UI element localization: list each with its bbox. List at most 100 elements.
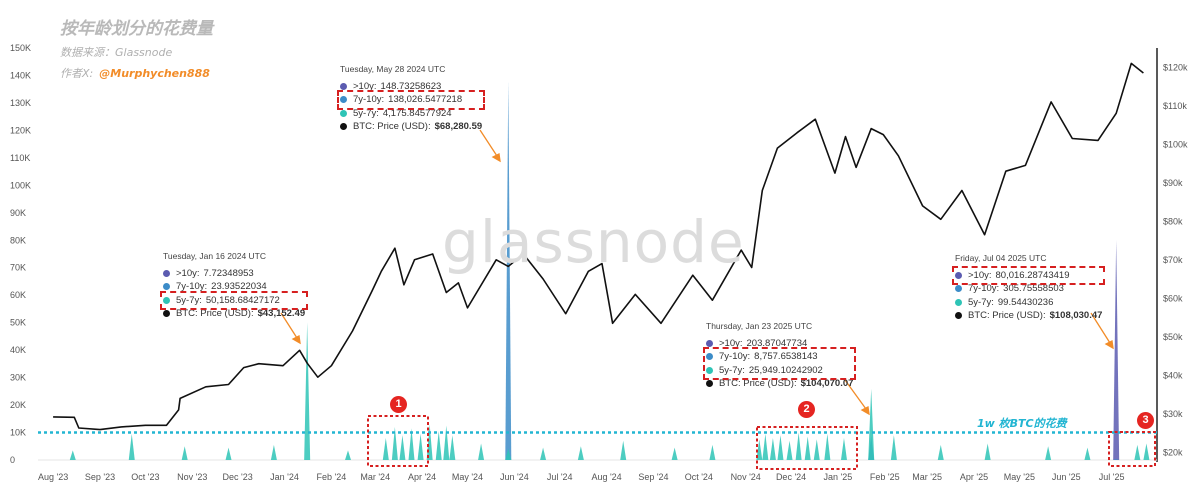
row-value: 305.75558503 — [1003, 283, 1064, 294]
right-axis-ticks: $20k $30k $40k $50k $60k $70k $80k $90k $100k $11… — [1163, 62, 1188, 457]
annotation-row: >10y: 7.72348953 — [163, 267, 305, 281]
row-label: >10y: — [176, 267, 200, 279]
annotation-row: >10y: 148.73258623 — [340, 80, 482, 94]
annotation-row-highlighted: 5y-7y: 50,158.68427172 — [159, 290, 309, 310]
spend-spike — [128, 433, 135, 460]
spend-spike — [417, 433, 424, 460]
annotation-row: 7y-10y: 305.75558503 — [955, 282, 1102, 296]
x-tick-label: May '25 — [1004, 472, 1035, 482]
annotation-date: Tuesday, Jan 16 2024 UTC — [163, 251, 267, 261]
left-tick-label: 110K — [10, 153, 30, 163]
legend-dot — [706, 353, 713, 361]
x-axis-ticks: Aug '23 Sep '23 Oct '23 Nov '23 Dec '23 Jan '… — [38, 472, 1125, 482]
spend-spike — [69, 450, 76, 460]
row-value: 80,016.28743419 — [995, 269, 1070, 281]
spend-spike — [1134, 444, 1141, 460]
row-value: 23.93522034 — [211, 281, 267, 292]
row-label: 7y-10y: — [353, 94, 385, 105]
annotation-row: 5y-7y: 25,949.10242902 — [706, 364, 853, 378]
arrow-3-head — [860, 406, 870, 416]
x-tick-label: Feb '24 — [316, 472, 346, 482]
spend-spike — [270, 444, 277, 460]
spend-spike — [478, 443, 485, 460]
legend-dot — [706, 339, 713, 347]
price-line — [53, 62, 1144, 431]
legend-dot — [163, 269, 170, 277]
right-tick-label: $100k — [1163, 139, 1188, 149]
left-tick-label: 120K — [10, 125, 31, 135]
right-tick-label: $50k — [1163, 332, 1183, 342]
author-handle[interactable]: @Murphychen888 — [99, 67, 210, 80]
price-label: BTC: Price (USD): — [353, 121, 431, 132]
spend-spike — [304, 322, 311, 460]
spend-spike — [777, 435, 784, 460]
right-tick-label: $110k — [1163, 101, 1187, 111]
annotation-row: 5y-7y: 99.54430236 — [955, 296, 1102, 310]
legend-dot — [955, 285, 962, 293]
legend-dot — [340, 109, 347, 117]
spend-spike — [1113, 240, 1120, 460]
legend-dot — [163, 296, 170, 304]
spend-spike — [540, 447, 547, 460]
left-tick-label: 90K — [10, 208, 26, 218]
left-tick-label: 80K — [10, 235, 26, 245]
highlight-boxes — [367, 415, 1156, 470]
arrow-1 — [280, 312, 298, 339]
spend-spike — [813, 439, 820, 460]
annotation-price-row: BTC: Price (USD): $108,030.47 — [955, 309, 1102, 323]
legend-dot — [706, 380, 713, 388]
annotation-row-highlighted: 7y-10y: 138,026.5477218 — [336, 90, 486, 110]
left-tick-label: 50K — [10, 318, 26, 328]
row-value: 8,757.6538143 — [754, 351, 818, 362]
price-label: BTC: Price (USD): — [968, 310, 1046, 321]
arrow-2-head — [491, 153, 501, 163]
data-source: 数据来源：Glassnode — [60, 46, 173, 59]
right-tick-label: $120k — [1163, 62, 1188, 72]
x-tick-label: Jan '24 — [270, 472, 299, 482]
spend-spike — [840, 438, 847, 460]
annotation-price-row: BTC: Price (USD): $68,280.59 — [340, 120, 482, 134]
price-value: $108,030.47 — [1049, 310, 1103, 321]
right-tick-label: $40k — [1163, 370, 1183, 380]
spend-spike — [435, 431, 442, 460]
spend-spike — [824, 433, 831, 460]
highlight-box-3 — [1108, 431, 1156, 467]
right-tick-label: $70k — [1163, 255, 1183, 265]
row-value: 50,158.68427172 — [205, 294, 280, 306]
legend-dot — [340, 82, 347, 90]
arrow-3 — [844, 379, 867, 410]
left-tick-label: 40K — [10, 345, 26, 355]
x-tick-label: Aug '24 — [591, 472, 621, 482]
x-tick-label: Apr '25 — [960, 472, 988, 482]
author-prefix: 作者X: — [60, 67, 94, 80]
spend-spike — [443, 425, 450, 460]
row-value: 138,026.5477218 — [388, 94, 463, 105]
arrow-4 — [1090, 312, 1111, 344]
spend-spike — [391, 427, 398, 460]
left-tick-label: 20K — [10, 400, 26, 410]
annotation-jan-2024: Tuesday, Jan 16 2024 UTC >10y: 7.72348953… — [159, 250, 309, 321]
x-tick-label: Mar '24 — [360, 472, 390, 482]
spend-spike — [1113, 459, 1120, 460]
left-tick-label: 0 — [10, 455, 15, 465]
price-label: BTC: Price (USD): — [176, 308, 254, 319]
legend-dot — [955, 298, 962, 306]
annotation-rows-highlighted: 7y-10y: 8,757.6538143 5y-7y: 25,949.102429… — [702, 347, 857, 380]
spend-spike — [769, 438, 776, 460]
row-value: 7.72348953 — [203, 267, 254, 279]
spend-spike — [671, 447, 678, 460]
spend-spike — [577, 446, 584, 460]
legend-dot — [955, 312, 962, 320]
annotation-jan-2025: Thursday, Jan 23 2025 UTC >10y: 203.87047… — [702, 320, 857, 391]
row-value: 99.54430236 — [997, 296, 1054, 308]
badge-3: 3 — [1137, 412, 1154, 429]
x-tick-label: May '24 — [452, 472, 483, 482]
arrow-2 — [479, 129, 498, 157]
row-value: 148.73258623 — [380, 80, 442, 92]
left-tick-label: 60K — [10, 290, 26, 300]
right-tick-label: $90k — [1163, 178, 1183, 188]
annotation-price-row: BTC: Price (USD): $43,152.49 — [163, 307, 305, 321]
spend-spike — [1045, 446, 1052, 460]
spend-spike — [890, 435, 897, 460]
